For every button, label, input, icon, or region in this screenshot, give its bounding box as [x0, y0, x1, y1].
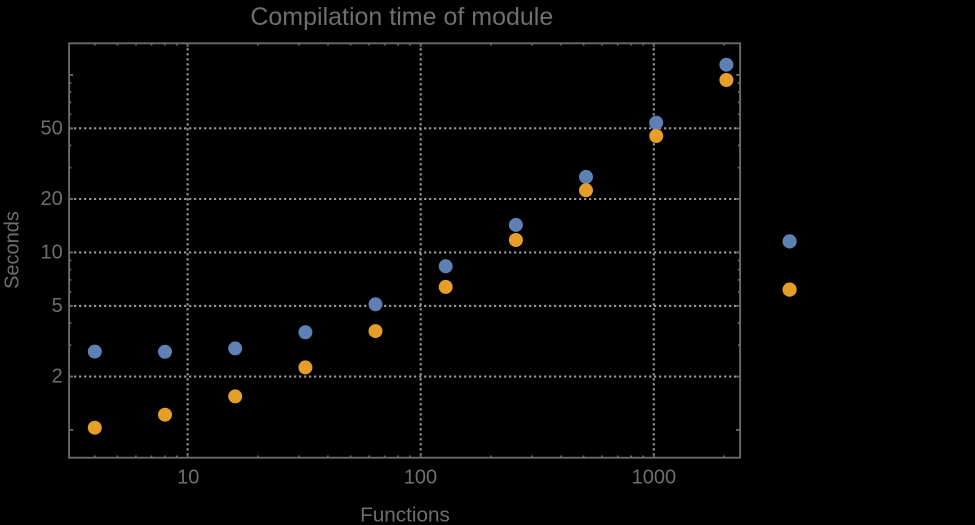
- svg-text:5: 5: [52, 295, 63, 317]
- svg-text:100: 100: [404, 466, 437, 488]
- svg-text:Seconds: Seconds: [2, 211, 24, 289]
- svg-text:1000: 1000: [632, 466, 677, 488]
- svg-text:10: 10: [177, 466, 199, 488]
- svg-text:Compilation time of module: Compilation time of module: [250, 3, 553, 31]
- svg-text:50: 50: [41, 117, 63, 139]
- svg-text:20: 20: [41, 188, 63, 210]
- svg-text:Functions: Functions: [360, 503, 450, 525]
- svg-text:2: 2: [52, 366, 63, 388]
- svg-text:10: 10: [41, 241, 63, 263]
